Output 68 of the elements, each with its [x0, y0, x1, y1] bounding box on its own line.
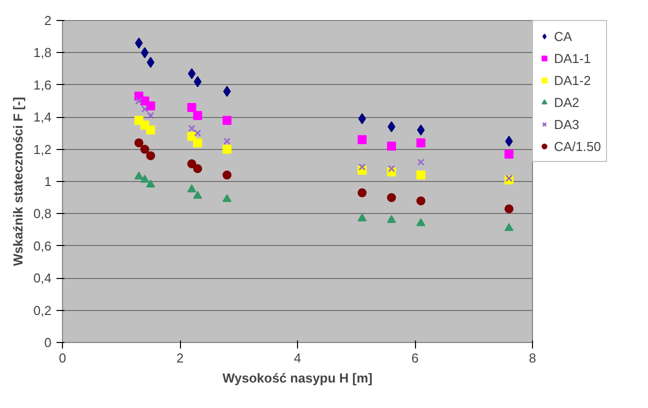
- point: [135, 97, 142, 105]
- point: [387, 215, 396, 223]
- y-axis-title: Wskaźnik stateczności F [-]: [10, 96, 26, 266]
- legend-label: DA1-1: [554, 50, 591, 66]
- point: [140, 47, 149, 58]
- y-tick-label: 0,8: [33, 206, 52, 222]
- point: [504, 204, 514, 214]
- point: [188, 68, 196, 80]
- point: [140, 174, 150, 183]
- point: [193, 110, 202, 120]
- legend-label: CA/1.50: [554, 138, 601, 154]
- point: [147, 112, 154, 120]
- y-tick-label: 1,6: [33, 77, 52, 92]
- y-tick-label: 1: [44, 174, 52, 189]
- point: [222, 170, 232, 180]
- point: [416, 196, 426, 206]
- x-tick-label: 6: [411, 350, 419, 366]
- point: [187, 159, 196, 168]
- y-tick-label: 1,8: [33, 45, 52, 60]
- point: [358, 213, 367, 222]
- y-tick-label: 0: [44, 335, 52, 350]
- point: [387, 193, 396, 202]
- point: [146, 151, 156, 160]
- legend-label: DA2: [554, 94, 580, 110]
- point: [146, 101, 156, 110]
- point: [416, 218, 426, 226]
- x-tick-label: 2: [176, 350, 184, 366]
- point: [222, 116, 232, 125]
- point: [187, 184, 196, 192]
- point: [388, 165, 396, 172]
- point: [505, 174, 513, 182]
- point: [222, 194, 232, 202]
- point: [193, 138, 202, 148]
- x-axis-title: Wysokość nasypu H [m]: [222, 370, 373, 386]
- y-tick-label: 0,2: [33, 302, 52, 318]
- point: [222, 144, 232, 154]
- point: [504, 223, 514, 231]
- point: [140, 144, 150, 154]
- point: [358, 163, 366, 171]
- point: [193, 164, 202, 174]
- point: [416, 138, 426, 148]
- point: [358, 188, 367, 198]
- point: [134, 172, 144, 180]
- point: [387, 142, 396, 151]
- point: [134, 138, 144, 148]
- y-tick-label: 0,6: [33, 238, 52, 254]
- y-tick-label: 0,4: [33, 270, 52, 286]
- legend-label: DA3: [554, 116, 580, 132]
- point: [141, 105, 148, 113]
- legend-label: CA: [554, 28, 574, 44]
- point: [417, 158, 424, 166]
- point: [416, 170, 426, 180]
- y-tick-label: 1,4: [33, 110, 52, 125]
- y-tick-label: 2: [44, 13, 52, 28]
- point: [188, 124, 196, 132]
- point: [194, 130, 202, 137]
- point: [187, 102, 196, 112]
- point: [146, 180, 156, 188]
- x-tick-label: 4: [294, 350, 302, 366]
- legend-label: DA1-2: [554, 72, 591, 88]
- x-tick-label: 0: [58, 350, 66, 366]
- point: [193, 190, 202, 199]
- point: [223, 138, 231, 145]
- x-tick-label: 8: [528, 350, 536, 366]
- point: [358, 135, 367, 144]
- point: [504, 150, 514, 159]
- y-tick-label: 1,2: [33, 142, 52, 157]
- point: [146, 125, 156, 134]
